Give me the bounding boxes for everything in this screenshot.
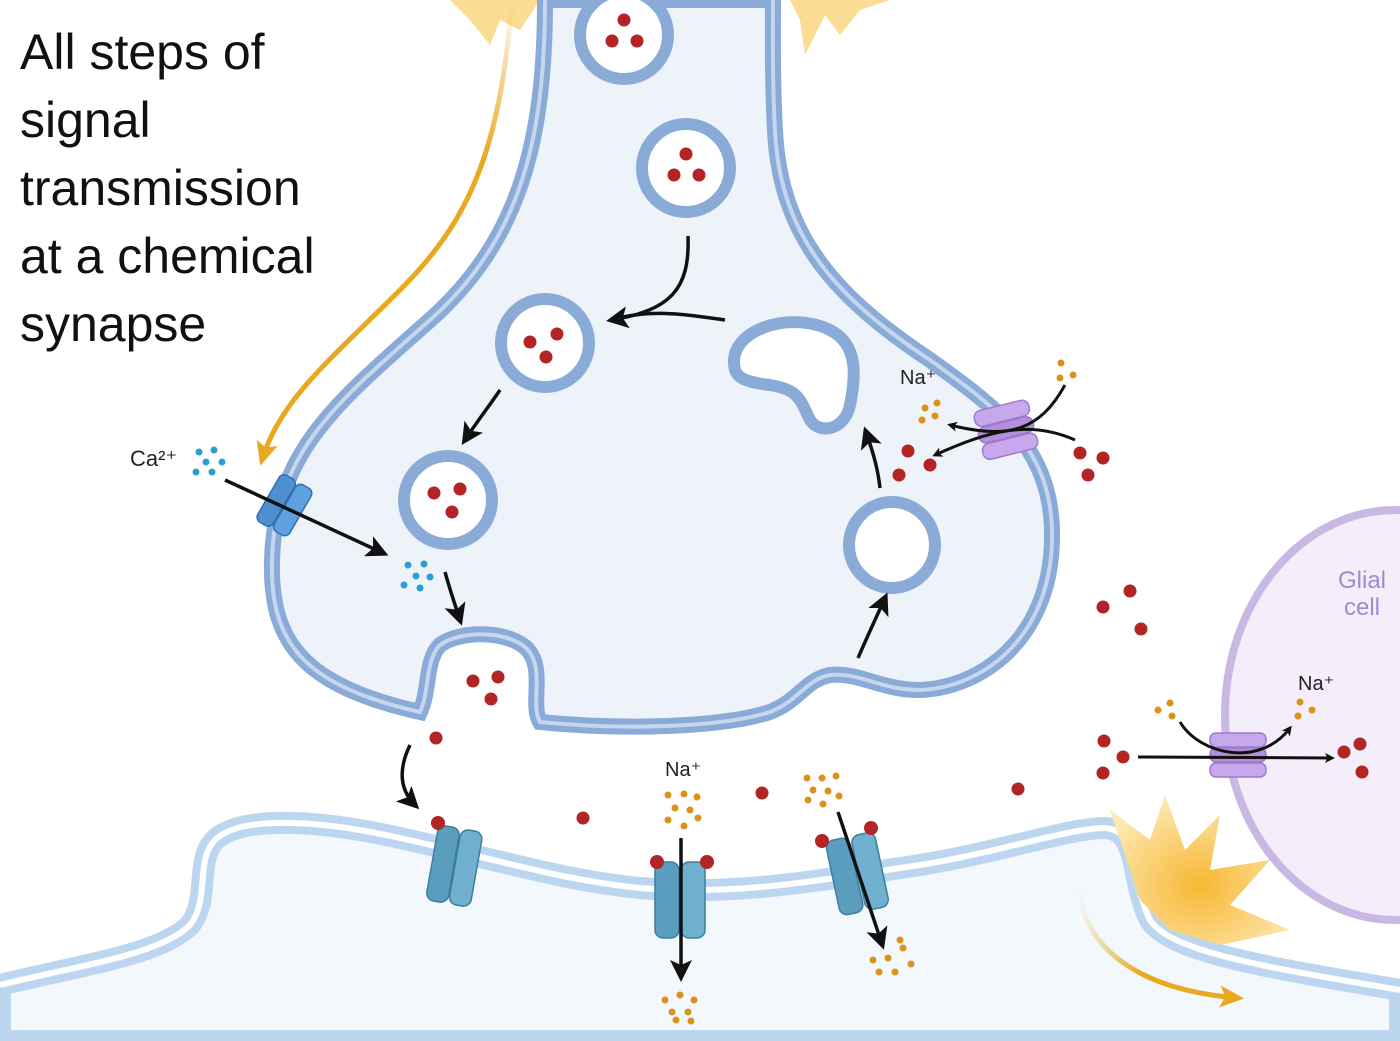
postsynaptic-potential-arrow [1075,887,1244,1008]
sodium-ions [661,772,915,1025]
synaptic-vesicle-icon [636,118,736,218]
glial-uptake-neurotransmitter [1096,734,1369,780]
diagram-title: All steps of signal transmission at a ch… [20,18,380,358]
glial-cell: Glial cell [1221,506,1400,924]
calcium-ion-label: Ca²⁺ [130,446,177,471]
synaptic-vesicle-icon [495,293,595,393]
glial-cell-label: cell [1344,594,1380,621]
reuptake-transporter-icon [1209,732,1267,778]
action-potential-arrow [256,0,515,466]
empty-vesicle-icon [843,496,941,594]
reuptake-arrows [932,384,1076,457]
released-neurotransmitter [429,584,1148,825]
sodium-influx-arrow [836,811,888,950]
action-potential-burst-icon [1110,795,1290,945]
receptor-channel-icon [426,816,483,907]
calcium-ions-inside [400,560,434,592]
synaptic-vesicle-icon [574,0,674,85]
title-line: signal [20,92,151,148]
sodium-ion-label: Na⁺ [900,367,936,389]
sodium-ions [1154,698,1316,720]
calcium-influx-arrow [224,478,389,557]
action-potential-burst-icon [450,0,890,55]
presynaptic-terminal [263,0,1061,735]
reuptake-neurotransmitter [892,444,1110,482]
receptor-channel-icon [815,821,890,916]
sodium-ion-label: Na⁺ [1298,673,1334,695]
neurotransmitter-diffusion-arrow [395,744,420,810]
title-line: All steps of [20,24,265,80]
sodium-ion-label: Na⁺ [665,759,701,781]
glial-transport-arrows [1137,721,1335,763]
sodium-ions [918,359,1077,424]
title-line: transmission [20,160,301,216]
title-line: synapse [20,296,207,352]
vesicle-cycle-arrows [443,235,889,659]
endocytic-membrane-icon [728,316,860,435]
synaptic-vesicle-icon [398,450,498,550]
title-line: at a chemical [20,228,315,284]
calcium-ions-outside [192,446,226,476]
glial-cell-label: Glial [1338,567,1386,594]
